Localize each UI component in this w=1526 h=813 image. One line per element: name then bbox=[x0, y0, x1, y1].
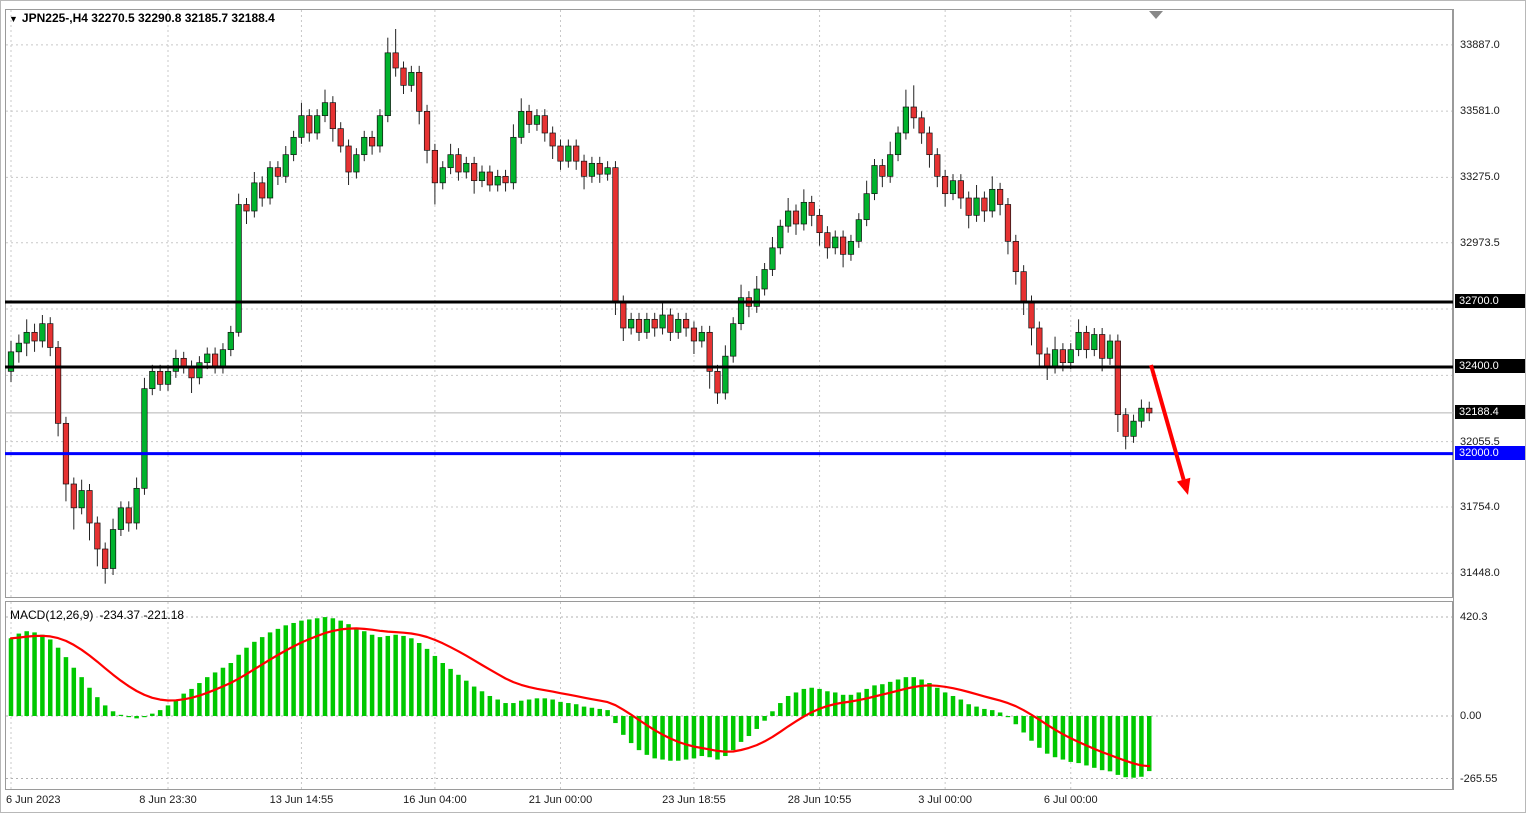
price-badge: 32700.0 bbox=[1455, 294, 1525, 308]
time-axis-label: 8 Jun 23:30 bbox=[139, 794, 197, 806]
price-axis-tick: 33887.0 bbox=[1460, 38, 1500, 51]
time-axis-label: 21 Jun 00:00 bbox=[528, 794, 593, 806]
price-badge: 32000.0 bbox=[1455, 445, 1525, 460]
price-badge: 32188.4 bbox=[1455, 404, 1525, 419]
macd-name: MACD(12,26,9) bbox=[10, 608, 94, 622]
macd-axis-tick: 0.00 bbox=[1460, 710, 1482, 722]
time-axis-label: 3 Jul 00:00 bbox=[918, 794, 973, 806]
price-axis-tick: 32055.5 bbox=[1460, 435, 1500, 448]
price-axis-tick: 32973.5 bbox=[1460, 236, 1500, 249]
time-axis-label: 28 Jun 10:55 bbox=[787, 794, 852, 806]
time-axis-label: 23 Jun 18:55 bbox=[662, 794, 726, 806]
chart-title-text: JPN225-,H4 32270.5 32290.8 32185.7 32188… bbox=[21, 11, 275, 25]
chart-title: ▼ JPN225-,H4 32270.5 32290.8 32185.7 3218… bbox=[9, 11, 275, 25]
symbol-dropdown-icon[interactable]: ▼ bbox=[9, 14, 18, 24]
price-axis-tick: 31754.0 bbox=[1460, 500, 1500, 513]
price-axis-tick: 33581.0 bbox=[1460, 105, 1500, 118]
macd-axis-tick: 420.3 bbox=[1460, 611, 1488, 624]
time-axis-label: 13 Jun 14:55 bbox=[269, 794, 334, 806]
time-axis-label: 16 Jun 04:00 bbox=[403, 794, 467, 806]
macd-axis-tick: -265.55 bbox=[1460, 772, 1498, 785]
price-axis-tick: 33275.0 bbox=[1460, 171, 1500, 184]
time-axis-label: 6 Jun 2023 bbox=[6, 794, 61, 806]
axis-separator bbox=[1453, 9, 1454, 790]
time-axis-label: 6 Jul 00:00 bbox=[1043, 794, 1098, 806]
macd-indicator-label: MACD(12,26,9) -234.37 -221.18 bbox=[10, 608, 184, 622]
macd-values: -234.37 -221.18 bbox=[99, 608, 185, 622]
price-axis-tick: 31448.0 bbox=[1460, 567, 1500, 580]
price-badge: 32400.0 bbox=[1455, 359, 1525, 373]
price-chart-canvas[interactable] bbox=[5, 9, 1453, 598]
macd-chart-canvas[interactable] bbox=[5, 601, 1453, 790]
